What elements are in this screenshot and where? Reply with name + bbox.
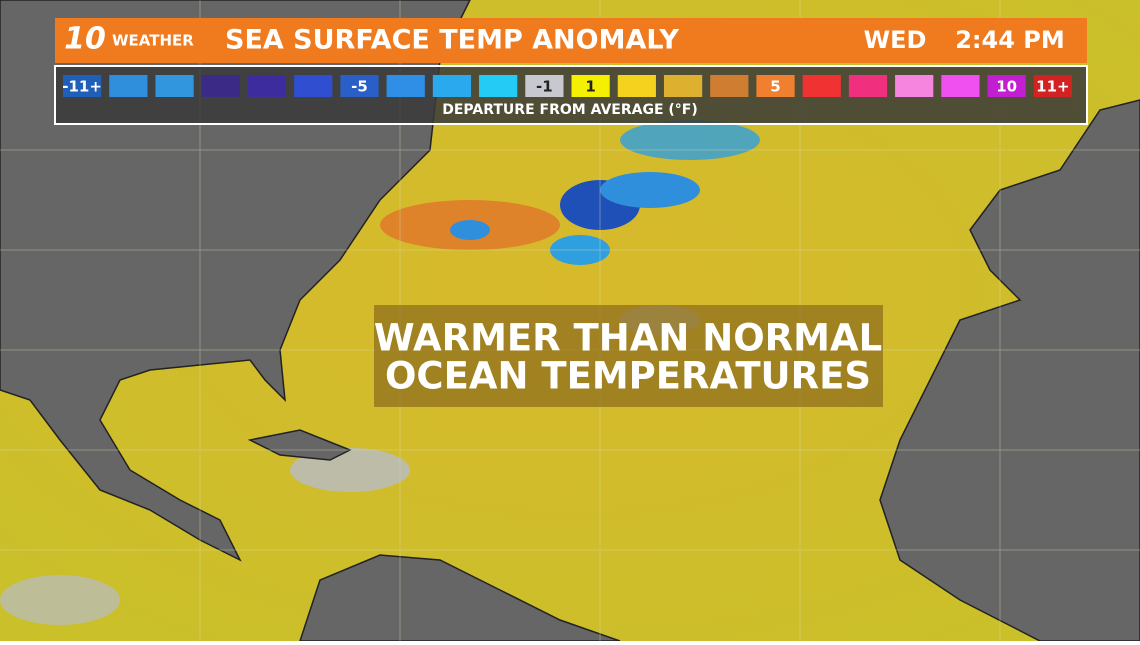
legend-swatch (386, 75, 425, 97)
overlay-line: WARMER THAN NORMAL (374, 317, 882, 360)
legend-swatch (294, 75, 333, 97)
legend-label: 5 (770, 78, 780, 96)
legend-swatch (848, 75, 888, 97)
legend-swatch (987, 75, 1026, 97)
header-day: WED (864, 26, 927, 54)
legend-swatch (895, 75, 934, 97)
legend-label: 1 (585, 78, 595, 96)
legend-swatch (571, 75, 610, 97)
legend-swatch (756, 75, 795, 97)
legend-swatch (201, 75, 240, 97)
header-time: 2:44 PM (955, 26, 1065, 54)
legend-swatch (663, 75, 703, 97)
legend-label: 10 (996, 78, 1017, 96)
logo-number: 10 (64, 22, 106, 57)
overlay-line: OCEAN TEMPERATURES (385, 355, 871, 398)
legend-swatch (247, 75, 287, 97)
header-bar (55, 18, 1087, 63)
legend-swatch (941, 75, 980, 97)
legend-label: -11+ (62, 78, 102, 96)
legend-swatch (340, 75, 379, 97)
legend-swatch (155, 75, 194, 97)
overlay-box (374, 305, 883, 407)
legend-swatch (1033, 75, 1072, 97)
legend-label: 11+ (1036, 78, 1069, 96)
legend-swatch (479, 75, 518, 97)
legend-swatch (802, 75, 841, 97)
legend-caption: DEPARTURE FROM AVERAGE (°F) (442, 102, 698, 118)
legend-swatch (617, 75, 656, 97)
legend-label: -1 (536, 78, 553, 96)
legend-swatch (432, 75, 472, 97)
legend-swatch (109, 75, 148, 97)
legend-swatch (525, 75, 564, 97)
logo-word: WEATHER (112, 32, 194, 50)
legend-swatch (710, 75, 749, 97)
legend-swatches: -11+ -5 -1 1 5 10 11+ (62, 75, 1072, 97)
legend-swatch (63, 75, 102, 97)
legend-label: -5 (351, 78, 368, 96)
header-title: SEA SURFACE TEMP ANOMALY (225, 25, 679, 56)
